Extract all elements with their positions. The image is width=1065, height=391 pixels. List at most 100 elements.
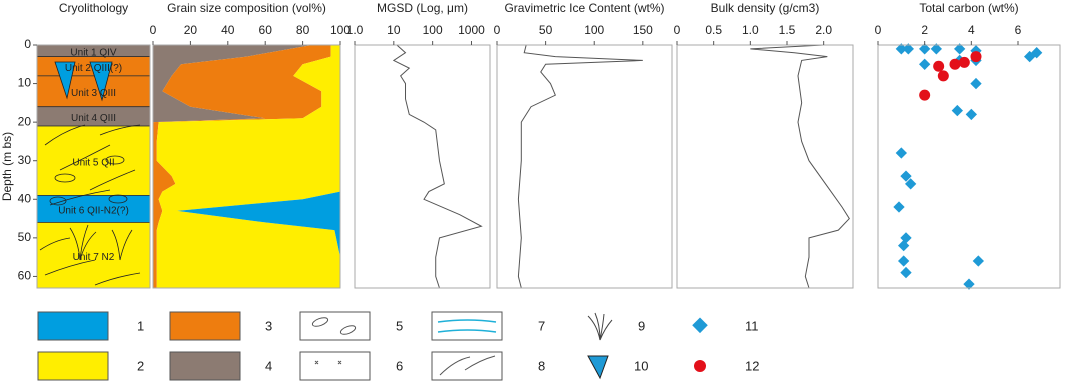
unit-label: Unit 4 QIII [71, 113, 116, 124]
point [919, 89, 931, 101]
x-tick-label: 80 [296, 23, 310, 37]
y-tick-label: 60 [18, 269, 32, 283]
point [937, 70, 949, 82]
point [895, 147, 907, 159]
x-tick-label: 100 [423, 23, 443, 37]
point [954, 43, 966, 55]
x-tick-label: 10 [387, 23, 401, 37]
legend-label: 4 [265, 358, 272, 373]
y-tick-label: 0 [24, 37, 31, 51]
point [949, 58, 961, 70]
panel-title: Grain size composition (vol%) [167, 1, 326, 15]
point [919, 43, 931, 55]
point [930, 43, 942, 55]
point [898, 255, 910, 267]
point [895, 43, 907, 55]
y-tick-label: 40 [18, 191, 32, 205]
x-tick-label: 0 [875, 23, 882, 37]
panel-title: Bulk density (g/cm3) [711, 1, 820, 15]
panel-frame [354, 44, 491, 289]
x-tick-label: 2.0 [815, 23, 832, 37]
panel-title: Cryolithology [59, 1, 128, 15]
point [900, 266, 912, 279]
point [933, 60, 945, 72]
stratum [36, 75, 151, 108]
stratum [36, 195, 151, 223]
x-tick-label: 0 [150, 23, 157, 37]
unit-label: Unit 7 N2 [73, 252, 115, 263]
legend-label: 12 [745, 358, 759, 373]
point [902, 43, 914, 55]
point [958, 56, 970, 68]
legend-label: 11 [745, 318, 759, 333]
cryo-symbols [39, 124, 141, 286]
x-tick-label: 1000 [458, 23, 485, 37]
panel-frame [877, 44, 1061, 289]
legend-label: 6 [396, 358, 403, 373]
point [900, 170, 912, 182]
legend-label: 3 [265, 318, 272, 333]
x-tick-label: 6 [1015, 23, 1022, 37]
point [893, 201, 905, 213]
x-tick-label: 2 [921, 23, 928, 37]
x-tick-label: 1.5 [779, 23, 796, 37]
x-tick-label: 1.0 [742, 23, 759, 37]
area [153, 45, 331, 288]
profile-line [392, 44, 483, 289]
x-tick-label: 4 [968, 23, 975, 37]
legend: 1 2 3 4 5 6 7 8 9 10 11 12 [137, 318, 759, 373]
point [970, 51, 982, 63]
y-tick-label: 50 [18, 230, 32, 244]
stratum [36, 222, 151, 289]
x-tick-label: 100 [584, 23, 604, 37]
x-tick-label: 150 [633, 23, 653, 37]
panel-frame [496, 44, 673, 289]
legend-label: 2 [137, 358, 144, 373]
legend-label: 1 [137, 318, 144, 333]
y-tick-label: 20 [18, 114, 32, 128]
legend-swatches [37, 311, 708, 381]
point [905, 178, 917, 190]
x-tick-label: 60 [259, 23, 273, 37]
profile-line [750, 44, 850, 289]
panel-frame [36, 44, 151, 289]
x-tick-label: 0.5 [705, 23, 722, 37]
point [951, 104, 963, 117]
point [965, 108, 977, 121]
legend-label: 5 [396, 318, 403, 333]
x-tick-label: 40 [221, 23, 235, 37]
x-tick-label: 1.0 [347, 23, 364, 37]
unit-label: Unit 1 QIV [70, 47, 116, 58]
x-tick-label: 100 [330, 23, 350, 37]
legend-label: 8 [538, 358, 545, 373]
unit-label: Unit 5 QII [72, 157, 114, 168]
panel-frame [676, 44, 854, 289]
profile-line [517, 44, 643, 289]
point [972, 255, 984, 267]
panel-title: MGSD (Log, μm) [377, 1, 468, 15]
panel-frame [152, 44, 341, 289]
x-tick-label: 0 [674, 23, 681, 37]
panel-title: Total carbon (wt%) [919, 1, 1018, 15]
legend-label: 9 [638, 318, 645, 333]
y-tick-label: 10 [18, 76, 32, 90]
area [153, 45, 312, 288]
y-axis-label: Depth (m bs) [0, 132, 14, 201]
legend-label: 10 [634, 358, 648, 373]
legend-label: 7 [538, 318, 545, 333]
panel-title: Gravimetric Ice Content (wt%) [504, 1, 664, 15]
unit-label: Unit 3 QIII [71, 88, 116, 99]
point [970, 77, 982, 90]
point [1031, 47, 1043, 59]
x-tick-label: 0 [494, 23, 501, 37]
ice-wedges [54, 61, 113, 102]
unit-label: Unit 2 QIII(?) [65, 63, 122, 74]
point [919, 58, 931, 70]
point [898, 239, 910, 252]
x-tick-label: 50 [539, 23, 553, 37]
y-tick-label: 30 [18, 153, 32, 167]
x-tick-label: 20 [184, 23, 198, 37]
area [156, 45, 340, 288]
unit-label: Unit 6 QII-N2(?) [58, 206, 129, 217]
